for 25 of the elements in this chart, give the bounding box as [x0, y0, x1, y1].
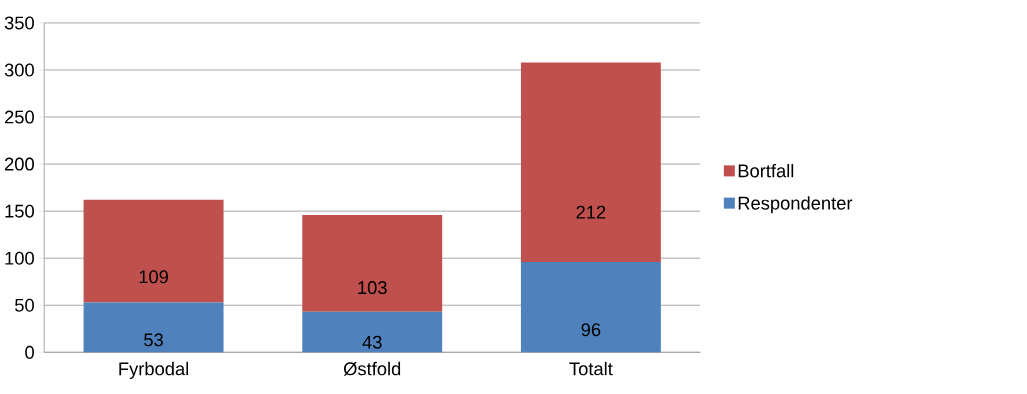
y-tick-label: 50	[15, 298, 34, 312]
bar	[83, 302, 224, 353]
x-tick-label: Østfold	[343, 362, 401, 376]
y-tick-label: 0	[25, 346, 34, 359]
bar	[83, 200, 224, 303]
bar	[520, 62, 661, 263]
y-tick-label: 300	[4, 63, 34, 77]
legend-label: Bortfall	[738, 164, 794, 178]
bar	[302, 312, 443, 353]
y-tick-label: 350	[4, 16, 34, 30]
data-label: 53	[144, 333, 163, 347]
data-label: 212	[576, 205, 606, 219]
y-tick-label: 150	[5, 204, 34, 218]
data-label: 103	[358, 281, 387, 295]
x-tick-label: Totalt	[569, 362, 613, 376]
x-tick-label: Fyrbodal	[119, 362, 189, 380]
y-tick-label: 200	[5, 157, 34, 171]
bar	[520, 262, 661, 353]
bar	[302, 215, 443, 313]
data-label: 109	[139, 270, 168, 284]
legend-label: Respondenter	[738, 196, 853, 214]
y-tick-label: 250	[5, 110, 34, 124]
y-tick-label: 100	[5, 251, 34, 265]
data-label: 96	[581, 323, 601, 337]
data-label: 43	[362, 335, 382, 349]
